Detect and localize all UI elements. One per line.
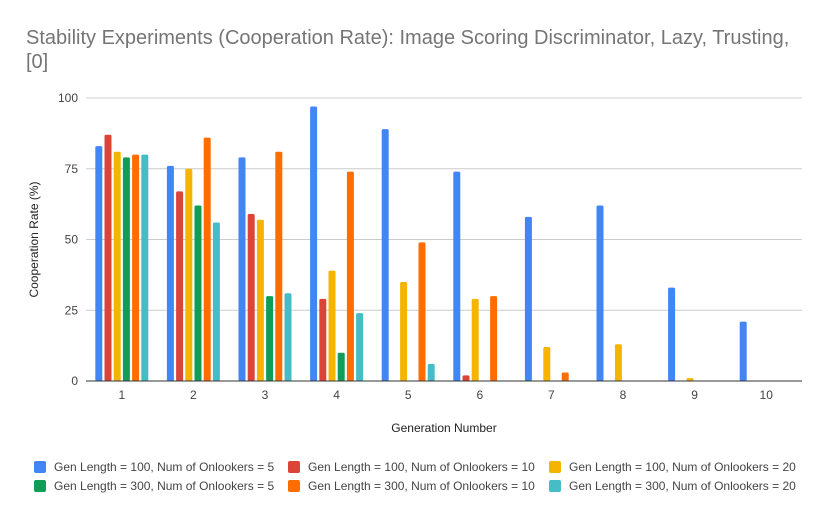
- bar: [346, 171, 354, 381]
- bar: [284, 293, 292, 381]
- bar-group: [381, 129, 435, 381]
- legend-label: Gen Length = 300, Num of Onlookers = 20: [569, 479, 796, 493]
- x-tick-label: 7: [548, 388, 555, 402]
- x-axis-ticks: 1 2 3 4 5 6 7 8 9 10: [118, 388, 773, 402]
- bar: [176, 191, 184, 381]
- bar: [400, 281, 408, 381]
- chart-title: Stability Experiments (Cooperation Rate)…: [26, 27, 790, 73]
- bar: [256, 219, 264, 381]
- bar: [490, 296, 498, 381]
- y-tick-label: 0: [71, 374, 78, 388]
- bar-group: [453, 171, 498, 381]
- legend-label: Gen Length = 100, Num of Onlookers = 5: [54, 460, 275, 474]
- bar: [381, 129, 389, 381]
- bar: [561, 372, 569, 381]
- legend-item: Gen Length = 300, Num of Onlookers = 20: [549, 479, 796, 493]
- bar-group: [668, 287, 694, 381]
- bar-group: [739, 321, 747, 381]
- bar: [275, 151, 283, 381]
- x-tick-label: 6: [476, 388, 483, 402]
- legend-swatch: [288, 480, 300, 492]
- bar: [266, 296, 274, 381]
- bar: [132, 154, 140, 381]
- bar: [356, 313, 364, 381]
- bar: [247, 214, 255, 381]
- bar: [141, 154, 149, 381]
- bar: [543, 347, 551, 381]
- y-tick-label: 75: [65, 162, 79, 176]
- legend-label: Gen Length = 300, Num of Onlookers = 10: [308, 479, 535, 493]
- bar-group: [166, 137, 220, 381]
- bar: [113, 151, 121, 381]
- y-tick-label: 50: [65, 233, 79, 247]
- bar: [614, 344, 622, 381]
- legend-swatch: [549, 461, 561, 473]
- bar: [418, 242, 426, 381]
- x-tick-label: 1: [118, 388, 125, 402]
- bar: [328, 270, 336, 381]
- bar: [122, 157, 130, 381]
- bar: [203, 137, 211, 381]
- bar: [166, 165, 174, 381]
- bar-group: [238, 151, 292, 381]
- x-tick-label: 2: [190, 388, 197, 402]
- bar-groups: [95, 106, 747, 382]
- bar-group: [596, 205, 622, 381]
- x-tick-label: 4: [333, 388, 340, 402]
- legend-label: Gen Length = 100, Num of Onlookers = 10: [308, 460, 535, 474]
- bar: [453, 171, 461, 381]
- y-axis-title: Cooperation Rate (%): [27, 181, 41, 297]
- legend-item: Gen Length = 100, Num of Onlookers = 20: [549, 460, 796, 474]
- y-tick-label: 100: [58, 91, 78, 105]
- x-axis-title: Generation Number: [391, 421, 496, 435]
- bar: [212, 222, 220, 381]
- bar-group: [524, 216, 569, 381]
- bar-group: [310, 106, 364, 382]
- gridlines: [86, 97, 802, 311]
- bar: [310, 106, 318, 382]
- legend-item: Gen Length = 100, Num of Onlookers = 10: [288, 460, 535, 474]
- bar: [95, 146, 103, 381]
- legend-item: Gen Length = 300, Num of Onlookers = 10: [288, 479, 535, 493]
- x-tick-label: 8: [620, 388, 627, 402]
- legend-item: Gen Length = 100, Num of Onlookers = 5: [34, 460, 274, 474]
- y-tick-label: 25: [65, 303, 79, 317]
- x-tick-label: 10: [760, 388, 774, 402]
- x-tick-label: 3: [262, 388, 269, 402]
- bar: [238, 157, 246, 381]
- legend-item: Gen Length = 300, Num of Onlookers = 5: [34, 479, 274, 493]
- bar: [596, 205, 604, 381]
- bar-chart: 0 25 50 75 100 1 2 3 4 5 6 7 8 9 10 Generation Number…: [27, 91, 802, 435]
- x-tick-label: 9: [691, 388, 698, 402]
- bar: [319, 298, 327, 381]
- bar: [739, 321, 747, 381]
- legend-swatch: [34, 461, 46, 473]
- legend-label: Gen Length = 300, Num of Onlookers = 5: [54, 479, 275, 493]
- bar: [185, 168, 193, 381]
- bar: [471, 298, 479, 381]
- bar: [686, 378, 694, 381]
- legend: Gen Length = 100, Num of Onlookers = 5 Ge…: [0, 450, 828, 500]
- bar: [462, 375, 470, 381]
- y-axis-ticks: 0 25 50 75 100: [58, 91, 78, 388]
- bar-group: [95, 134, 149, 381]
- bar: [668, 287, 676, 381]
- legend-swatch: [288, 461, 300, 473]
- x-tick-label: 5: [405, 388, 412, 402]
- legend-label: Gen Length = 100, Num of Onlookers = 20: [569, 460, 796, 474]
- bar: [194, 205, 202, 381]
- bar: [427, 364, 435, 381]
- legend-swatch: [549, 480, 561, 492]
- bar: [337, 352, 345, 381]
- bar: [524, 216, 532, 381]
- legend-swatch: [34, 480, 46, 492]
- bar: [104, 134, 112, 381]
